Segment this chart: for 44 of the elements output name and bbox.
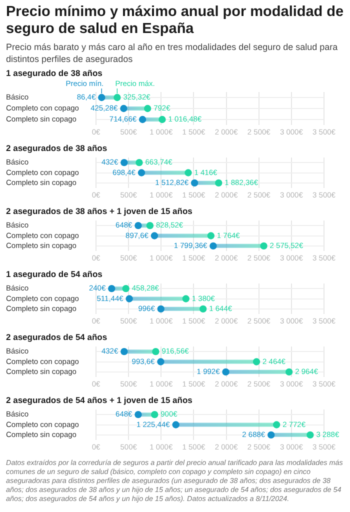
point (146, 222, 154, 230)
chart-title: 2 asegurados de 38 años (6, 143, 108, 153)
point (260, 242, 268, 250)
point (222, 368, 230, 376)
point (157, 305, 164, 313)
point (138, 169, 146, 176)
point (268, 431, 275, 439)
point (138, 116, 146, 124)
point (98, 94, 106, 102)
point (182, 295, 190, 302)
point (144, 104, 152, 112)
point (199, 305, 207, 313)
point (120, 348, 128, 356)
point (252, 358, 260, 366)
point (120, 158, 128, 166)
point (184, 169, 192, 176)
point (122, 284, 130, 292)
point (215, 179, 222, 187)
chart-title: 1 asegurado de 54 años (6, 269, 104, 279)
chart-title: 1 asegurado de 38 años (6, 68, 104, 78)
text: Precio mínimo y máximo anual por modalidad de seguro de salud en España (6, 4, 344, 38)
point (126, 295, 133, 302)
point (152, 348, 160, 356)
point (158, 116, 166, 124)
point (108, 284, 116, 292)
point (306, 431, 314, 439)
point (157, 358, 164, 366)
point (151, 410, 158, 418)
text: Precio más barato y más caro al año en tres modalidades del seguro de salud para distintos perfiles de asegurados (6, 42, 339, 65)
point (272, 421, 280, 428)
chart-title: 2 asegurados de 38 años + 1 joven de 15 años (6, 206, 194, 216)
point (150, 232, 158, 240)
point (114, 94, 121, 102)
point (207, 232, 215, 240)
chart-title: 2 asegurados de 54 años + 1 joven de 15 años (6, 395, 194, 405)
point (285, 368, 293, 376)
point (210, 242, 217, 250)
chart-title: 2 asegurados de 54 años (6, 332, 108, 342)
point (120, 104, 128, 112)
point (134, 410, 142, 418)
point (172, 421, 180, 428)
point (190, 179, 198, 187)
point (136, 158, 143, 166)
point (134, 222, 142, 230)
